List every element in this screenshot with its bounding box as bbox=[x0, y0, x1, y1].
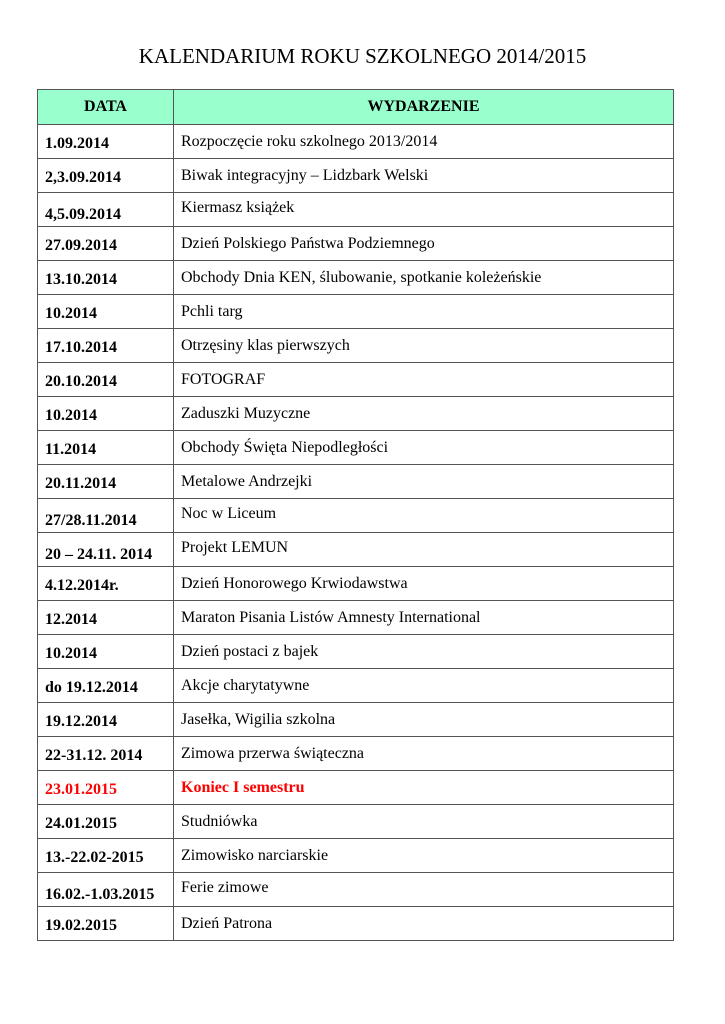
date-cell: 12.2014 bbox=[37, 600, 174, 635]
event-cell: Obchody Dnia KEN, ślubowanie, spotkanie … bbox=[173, 260, 674, 295]
table-row: 10.2014 Dzień postaci z bajek bbox=[37, 634, 674, 669]
date-cell: 19.12.2014 bbox=[37, 702, 174, 737]
date-cell: 20.11.2014 bbox=[37, 464, 174, 499]
table-row: 17.10.2014 Otrzęsiny klas pierwszych bbox=[37, 328, 674, 363]
table-row: 19.02.2015 Dzień Patrona bbox=[37, 906, 674, 941]
date-cell: 22-31.12. 2014 bbox=[37, 736, 174, 771]
event-cell: Pchli targ bbox=[173, 294, 674, 329]
date-cell: 20 – 24.11. 2014 bbox=[37, 532, 174, 567]
date-cell: 10.2014 bbox=[37, 294, 174, 329]
date-cell: 17.10.2014 bbox=[37, 328, 174, 363]
table-row: 4.12.2014r. Dzień Honorowego Krwiodawstwa bbox=[37, 566, 674, 601]
date-cell: 27/28.11.2014 bbox=[37, 498, 174, 533]
table-row: 2,3.09.2014 Biwak integracyjny – Lidzbark… bbox=[37, 158, 674, 193]
table-row: 12.2014 Maraton Pisania Listów Amnesty In… bbox=[37, 600, 674, 635]
event-cell: Studniówka bbox=[173, 804, 674, 839]
calendar-table: DATA WYDARZENIE 1.09.2014 Rozpoczęcie rok… bbox=[37, 89, 674, 941]
table-row: 16.02.-1.03.2015 Ferie zimowe bbox=[37, 872, 674, 907]
event-cell: Dzień Honorowego Krwiodawstwa bbox=[173, 566, 674, 601]
event-cell: Obchody Święta Niepodległości bbox=[173, 430, 674, 465]
event-cell: Zimowisko narciarskie bbox=[173, 838, 674, 873]
table-row: 20.10.2014 FOTOGRAF bbox=[37, 362, 674, 397]
table-row: do 19.12.2014 Akcje charytatywne bbox=[37, 668, 674, 703]
table-row: 27/28.11.2014 Noc w Liceum bbox=[37, 498, 674, 533]
event-cell: Kiermasz książek bbox=[173, 192, 674, 227]
event-cell: Projekt LEMUN bbox=[173, 532, 674, 567]
date-cell: 10.2014 bbox=[37, 396, 174, 431]
date-cell: 13.10.2014 bbox=[37, 260, 174, 295]
table-row: 10.2014 Pchli targ bbox=[37, 294, 674, 329]
event-cell: Biwak integracyjny – Lidzbark Welski bbox=[173, 158, 674, 193]
table-row: 20 – 24.11. 2014 Projekt LEMUN bbox=[37, 532, 674, 567]
table-header-row: DATA WYDARZENIE bbox=[37, 89, 674, 125]
date-cell: 24.01.2015 bbox=[37, 804, 174, 839]
event-cell: Zimowa przerwa świąteczna bbox=[173, 736, 674, 771]
table-row: 19.12.2014 Jasełka, Wigilia szkolna bbox=[37, 702, 674, 737]
date-cell: 23.01.2015 bbox=[37, 770, 174, 805]
date-cell: 20.10.2014 bbox=[37, 362, 174, 397]
event-cell: Maraton Pisania Listów Amnesty Internati… bbox=[173, 600, 674, 635]
event-cell: Dzień Polskiego Państwa Podziemnego bbox=[173, 226, 674, 261]
table-row: 1.09.2014 Rozpoczęcie roku szkolnego 2013… bbox=[37, 124, 674, 159]
date-cell: 4.12.2014r. bbox=[37, 566, 174, 601]
table-row: 22-31.12. 2014 Zimowa przerwa świąteczna bbox=[37, 736, 674, 771]
date-cell: 1.09.2014 bbox=[37, 124, 174, 159]
table-row: 13.-22.02-2015 Zimowisko narciarskie bbox=[37, 838, 674, 873]
table-row: 27.09.2014 Dzień Polskiego Państwa Podzie… bbox=[37, 226, 674, 261]
page-title: KALENDARIUM ROKU SZKOLNEGO 2014/2015 bbox=[138, 44, 587, 68]
event-cell: Ferie zimowe bbox=[173, 872, 674, 907]
event-cell: Noc w Liceum bbox=[173, 498, 674, 533]
table-row: 13.10.2014 Obchody Dnia KEN, ślubowanie, … bbox=[37, 260, 674, 295]
table-row: 10.2014 Zaduszki Muzyczne bbox=[37, 396, 674, 431]
table-row: 20.11.2014 Metalowe Andrzejki bbox=[37, 464, 674, 499]
table-row: 24.01.2015 Studniówka bbox=[37, 804, 674, 839]
date-cell: 4,5.09.2014 bbox=[37, 192, 174, 227]
date-cell: 2,3.09.2014 bbox=[37, 158, 174, 193]
event-cell: Koniec I semestru bbox=[173, 770, 674, 805]
event-cell: Jasełka, Wigilia szkolna bbox=[173, 702, 674, 737]
column-header-date: DATA bbox=[37, 89, 174, 125]
date-cell: 16.02.-1.03.2015 bbox=[37, 872, 174, 907]
event-cell: Otrzęsiny klas pierwszych bbox=[173, 328, 674, 363]
event-cell: Zaduszki Muzyczne bbox=[173, 396, 674, 431]
table-row: 11.2014 Obchody Święta Niepodległości bbox=[37, 430, 674, 465]
table-row: 4,5.09.2014 Kiermasz książek bbox=[37, 192, 674, 227]
event-cell: Dzień Patrona bbox=[173, 906, 674, 941]
event-cell: Akcje charytatywne bbox=[173, 668, 674, 703]
event-cell: Rozpoczęcie roku szkolnego 2013/2014 bbox=[173, 124, 674, 159]
event-cell: Dzień postaci z bajek bbox=[173, 634, 674, 669]
date-cell: 11.2014 bbox=[37, 430, 174, 465]
date-cell: 13.-22.02-2015 bbox=[37, 838, 174, 873]
date-cell: 10.2014 bbox=[37, 634, 174, 669]
date-cell: 19.02.2015 bbox=[37, 906, 174, 941]
table-row: 23.01.2015 Koniec I semestru bbox=[37, 770, 674, 805]
column-header-event: WYDARZENIE bbox=[173, 89, 674, 125]
event-cell: Metalowe Andrzejki bbox=[173, 464, 674, 499]
date-cell: 27.09.2014 bbox=[37, 226, 174, 261]
event-cell: FOTOGRAF bbox=[173, 362, 674, 397]
date-cell: do 19.12.2014 bbox=[37, 668, 174, 703]
